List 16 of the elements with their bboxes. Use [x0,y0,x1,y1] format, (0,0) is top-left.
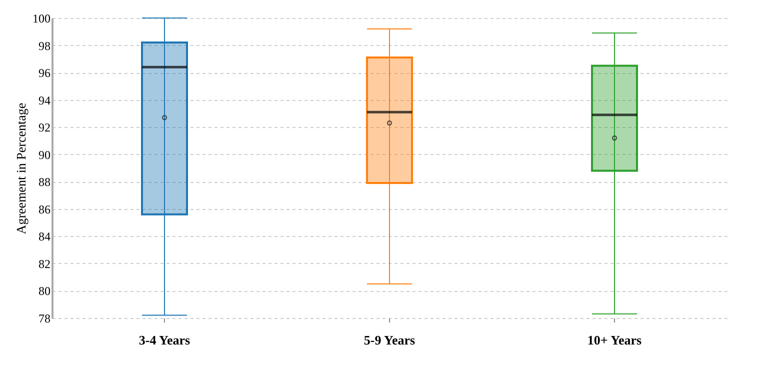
y-tick-label: 98 [38,38,50,53]
y-tick-label: 84 [38,230,50,244]
y-tick-label: 88 [38,175,50,190]
y-tick-label: 90 [38,148,50,162]
y-tick-label: 100 [32,12,50,26]
x-tick-label: 5-9 Years [364,332,416,348]
y-axis-title: Agreement in Percentage [14,102,28,234]
y-tick-label: 78 [38,312,50,326]
y-tick-label: 82 [38,256,50,271]
y-tick-label: 86 [38,202,50,216]
y-tick-label: 80 [38,284,50,298]
x-tick-label: 3-4 Years [138,332,190,348]
x-tick-label: 10+ Years [587,332,642,348]
y-tick-label: 92 [38,120,50,135]
y-tick-label: 94 [38,93,50,108]
y-tick-label: 96 [38,66,50,80]
